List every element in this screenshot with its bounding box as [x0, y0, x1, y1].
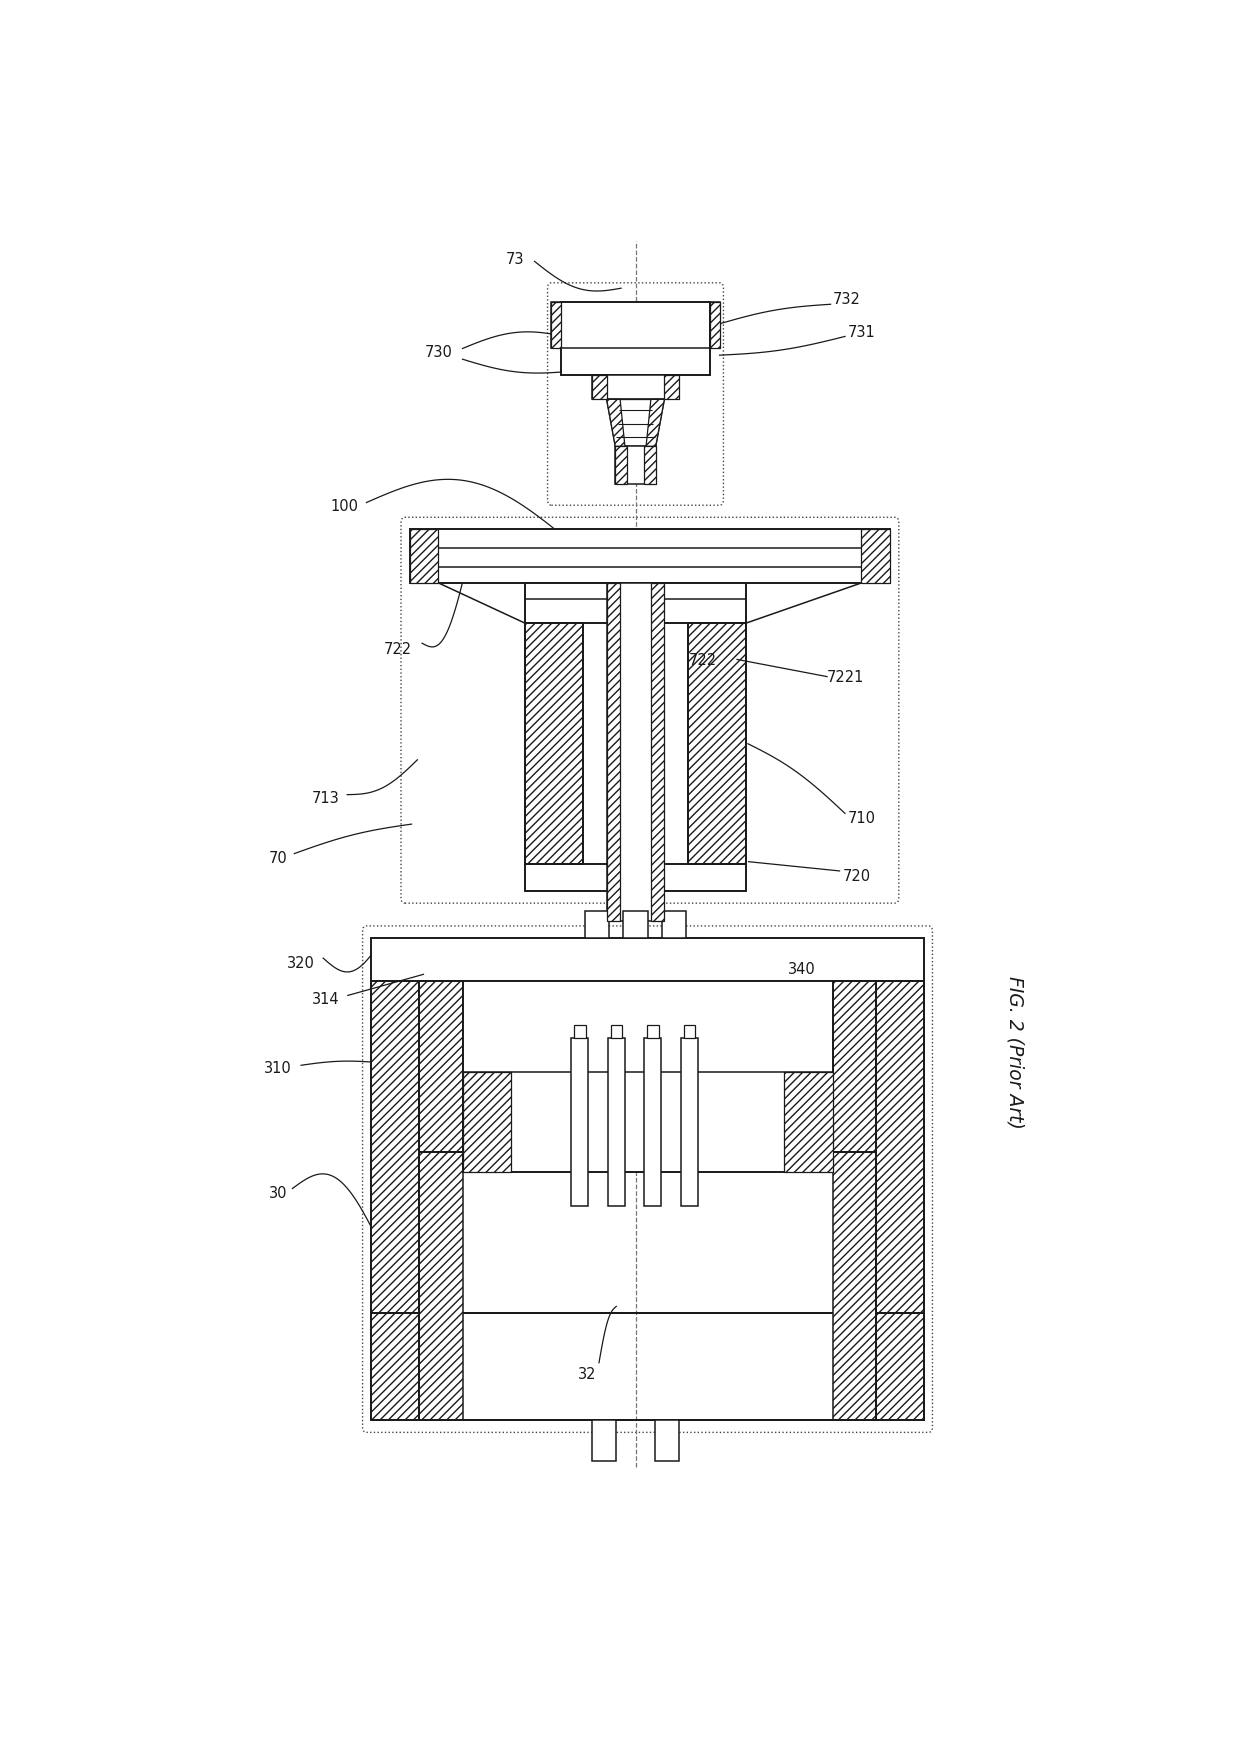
Text: 32: 32 — [578, 1367, 596, 1381]
Bar — [525, 624, 583, 864]
Text: 722: 722 — [384, 642, 412, 657]
Text: 731: 731 — [847, 325, 875, 339]
Bar — [606, 584, 665, 922]
Polygon shape — [419, 1153, 463, 1421]
FancyBboxPatch shape — [401, 518, 899, 904]
Bar — [681, 1038, 698, 1207]
Bar — [688, 624, 746, 864]
Text: 713: 713 — [312, 790, 340, 805]
Polygon shape — [593, 376, 606, 400]
Bar — [662, 911, 686, 939]
Polygon shape — [646, 400, 665, 447]
Bar — [419, 981, 875, 1153]
Polygon shape — [832, 981, 875, 1153]
Polygon shape — [525, 624, 583, 864]
Polygon shape — [785, 1073, 832, 1172]
Bar — [624, 911, 647, 939]
Text: 100: 100 — [330, 499, 358, 513]
Text: 314: 314 — [312, 991, 340, 1007]
Bar — [585, 911, 609, 939]
Polygon shape — [875, 1313, 924, 1421]
Bar — [371, 981, 924, 1313]
Polygon shape — [419, 981, 463, 1153]
Text: 310: 310 — [264, 1061, 291, 1076]
Polygon shape — [409, 530, 439, 584]
Text: 331: 331 — [800, 1012, 827, 1026]
Text: 730: 730 — [424, 344, 453, 360]
Bar — [419, 1153, 875, 1421]
Bar — [552, 303, 560, 350]
Polygon shape — [665, 376, 678, 400]
Text: 720: 720 — [842, 868, 870, 883]
Text: 30: 30 — [269, 1186, 288, 1200]
Text: 7221: 7221 — [826, 670, 864, 685]
Polygon shape — [832, 1153, 875, 1421]
Bar — [409, 530, 890, 584]
Bar — [572, 1038, 589, 1207]
FancyBboxPatch shape — [362, 927, 932, 1433]
Polygon shape — [371, 981, 419, 1313]
Polygon shape — [552, 303, 560, 350]
Bar — [610, 1026, 622, 1038]
Polygon shape — [606, 400, 625, 447]
Bar — [463, 981, 832, 1172]
Bar — [647, 1026, 658, 1038]
Bar — [593, 1421, 616, 1461]
Bar — [711, 303, 719, 350]
Bar — [525, 584, 746, 624]
Polygon shape — [644, 447, 656, 485]
Bar — [593, 376, 678, 400]
Text: 320: 320 — [288, 955, 315, 970]
Bar — [615, 447, 656, 485]
Bar — [608, 1038, 625, 1207]
Bar — [525, 864, 746, 892]
Polygon shape — [606, 584, 620, 922]
Bar — [560, 303, 711, 376]
Text: 73: 73 — [506, 252, 525, 268]
Polygon shape — [371, 1313, 419, 1421]
Polygon shape — [463, 1073, 511, 1172]
Polygon shape — [651, 584, 665, 922]
Bar — [683, 1026, 696, 1038]
Text: 340: 340 — [787, 962, 816, 977]
FancyBboxPatch shape — [548, 283, 723, 506]
Text: 70: 70 — [269, 850, 288, 866]
Text: 710: 710 — [847, 810, 875, 826]
Bar — [371, 939, 924, 981]
Text: 330: 330 — [813, 1141, 842, 1156]
Bar — [574, 1026, 585, 1038]
Polygon shape — [862, 530, 890, 584]
Bar — [644, 1038, 661, 1207]
Bar — [371, 1313, 924, 1421]
Bar — [655, 1421, 678, 1461]
Polygon shape — [711, 303, 719, 350]
Polygon shape — [606, 400, 665, 447]
Text: 732: 732 — [833, 292, 861, 308]
Text: FIG. 2 (Prior Art): FIG. 2 (Prior Art) — [1006, 976, 1024, 1129]
Text: 722: 722 — [688, 652, 717, 668]
Polygon shape — [875, 981, 924, 1313]
Polygon shape — [688, 624, 746, 864]
Polygon shape — [615, 447, 627, 485]
